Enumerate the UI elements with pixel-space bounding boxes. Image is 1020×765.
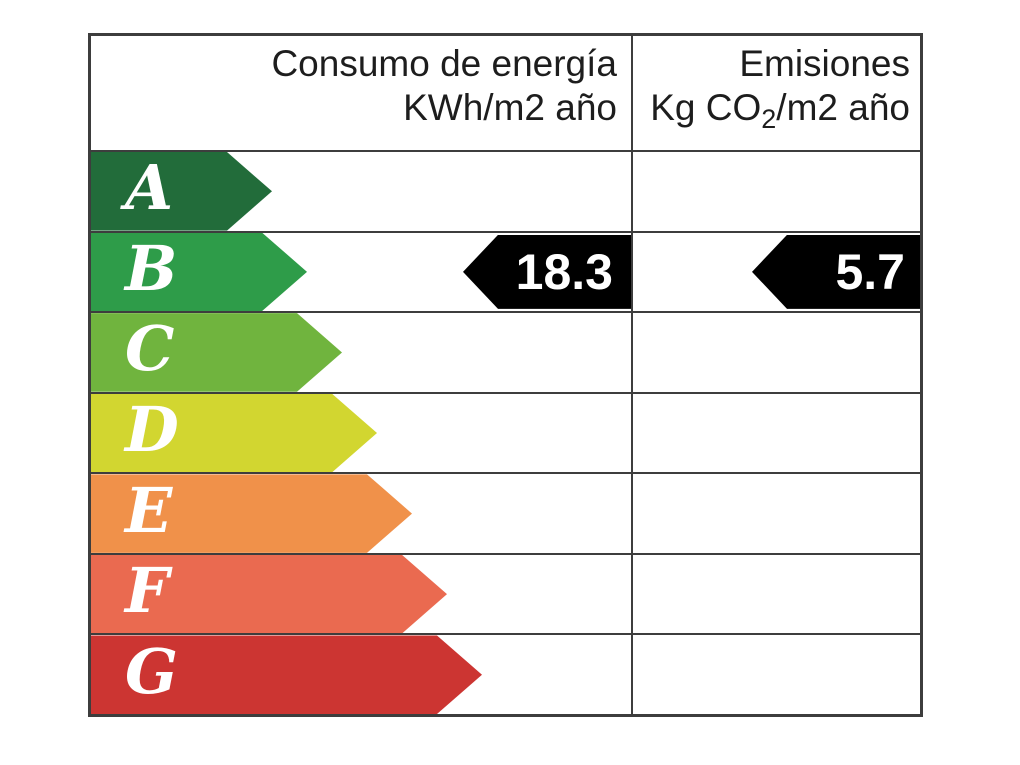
emissions-cell-c (633, 313, 920, 392)
rating-letter: E (125, 473, 173, 547)
consumption-cell-g: G (91, 635, 633, 715)
rating-row-f: F (91, 554, 920, 636)
consumption-units: KWh/m2 año (403, 87, 617, 128)
consumption-cell-d: D (91, 393, 633, 473)
emissions-cell-b: 5.7 (633, 233, 920, 312)
emissions-cell-d (633, 394, 920, 473)
emissions-units: Kg CO2/m2 año (650, 87, 910, 134)
rating-arrow-b: B (91, 233, 307, 312)
consumption-cell-b: B 18.3 (91, 232, 633, 312)
emissions-title: Emisiones (739, 43, 910, 84)
rating-row-a: A (91, 152, 920, 233)
rating-rows: A B 18.3 5.7 C D E F G (91, 152, 920, 715)
rating-arrow-e: E (91, 474, 412, 553)
rating-letter: A (125, 151, 174, 225)
rating-letter: F (125, 554, 170, 628)
consumption-cell-a: A (91, 152, 633, 231)
rating-table: Consumo de energía KWh/m2 año Emisiones … (88, 33, 923, 717)
consumption-indicator: 18.3 (463, 234, 631, 309)
emissions-cell-g (633, 635, 920, 714)
rating-arrow-g: G (91, 635, 482, 714)
rating-letter: C (125, 312, 175, 386)
rating-letter: D (125, 393, 179, 467)
emissions-cell-f (633, 555, 920, 634)
emissions-indicator: 5.7 (752, 234, 920, 309)
rating-letter: B (125, 231, 178, 305)
emissions-column-header: Emisiones Kg CO2/m2 año (633, 36, 920, 150)
emissions-cell-e (633, 474, 920, 553)
rating-row-g: G (91, 635, 920, 715)
rating-row-c: C (91, 313, 920, 394)
rating-row-d: D (91, 393, 920, 475)
consumption-column-header: Consumo de energía KWh/m2 año (91, 36, 633, 150)
rating-arrow-d: D (91, 394, 377, 473)
rating-arrow-a: A (91, 152, 272, 231)
table-header: Consumo de energía KWh/m2 año Emisiones … (91, 36, 920, 152)
rating-row-e: E (91, 474, 920, 555)
rating-row-b: B 18.3 5.7 (91, 232, 920, 314)
rating-letter: G (125, 634, 178, 708)
consumption-cell-e: E (91, 474, 633, 553)
consumption-cell-f: F (91, 554, 633, 634)
rating-arrow-f: F (91, 555, 447, 634)
emissions-cell-a (633, 152, 920, 231)
consumption-cell-c: C (91, 313, 633, 392)
rating-arrow-c: C (91, 313, 342, 392)
consumption-title: Consumo de energía (271, 43, 617, 84)
